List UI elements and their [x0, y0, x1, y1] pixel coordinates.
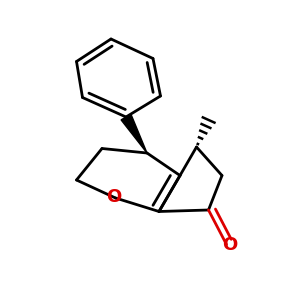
Text: O: O — [222, 236, 237, 253]
Polygon shape — [121, 114, 147, 153]
Text: O: O — [106, 188, 122, 206]
